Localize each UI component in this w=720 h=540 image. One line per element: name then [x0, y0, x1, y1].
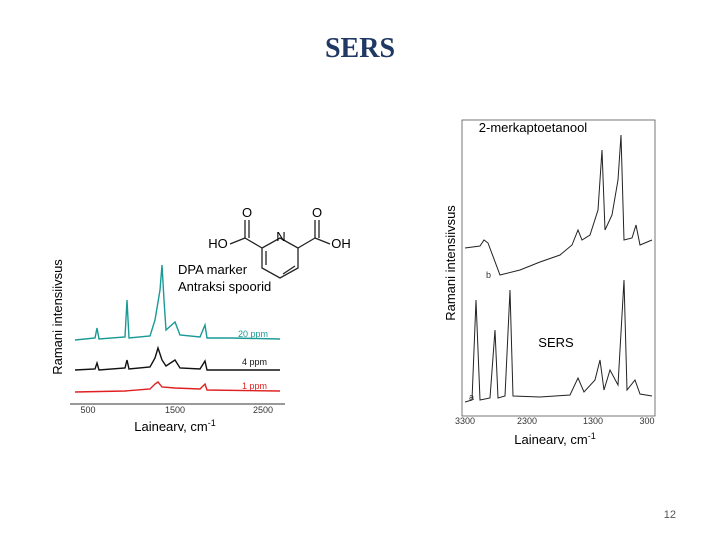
spectrum-a [464, 279, 653, 403]
annotation: SERS [538, 335, 574, 350]
trace-label: b [486, 270, 491, 280]
legend-entry: 20 ppm [238, 329, 268, 339]
x-tick-label: 300 [639, 416, 654, 426]
annotation: Antraksi spoorid [178, 279, 271, 294]
atom-label: O [312, 205, 322, 220]
x-tick-label: 1300 [583, 416, 603, 426]
y-axis-label: Ramani intensiivsus [50, 259, 65, 375]
spectrum-20ppm [74, 264, 281, 341]
legend-entry: 1 ppm [242, 381, 267, 391]
slide-title: SERS [325, 33, 395, 64]
x-axis-label: Lainearv, cm-1 [134, 418, 215, 434]
left-figure: 500 1500 2500 20 ppm 4 ppm 1 ppm Ramani … [50, 205, 351, 434]
trace-label: a [469, 392, 474, 402]
atom-label: OH [331, 236, 351, 251]
x-tick-label: 1500 [165, 405, 185, 415]
x-tick-label: 500 [80, 405, 95, 415]
annotation: DPA marker [178, 262, 248, 277]
x-axis-label: Lainearv, cm-1 [514, 431, 595, 447]
x-tick-label: 2300 [517, 416, 537, 426]
spectrum-4ppm [74, 345, 280, 371]
x-tick-label: 2500 [253, 405, 273, 415]
atom-label: N [276, 229, 285, 244]
x-tick-label: 3300 [455, 416, 475, 426]
molecule [229, 220, 331, 279]
spectrum-b [464, 134, 653, 276]
figure-title: 2-merkaptoetanool [479, 120, 588, 135]
right-figure: 3300 2300 1300 300 2-merkaptoetanool Ram… [443, 119, 656, 447]
atom-label: HO [208, 236, 228, 251]
atom-label: O [242, 205, 252, 220]
y-axis-label: Ramani intensiivsus [443, 205, 458, 321]
legend-entry: 4 ppm [242, 357, 267, 367]
plot-frame [461, 119, 656, 417]
page-number: 12 [664, 509, 676, 521]
spectrum-1ppm [74, 381, 281, 393]
